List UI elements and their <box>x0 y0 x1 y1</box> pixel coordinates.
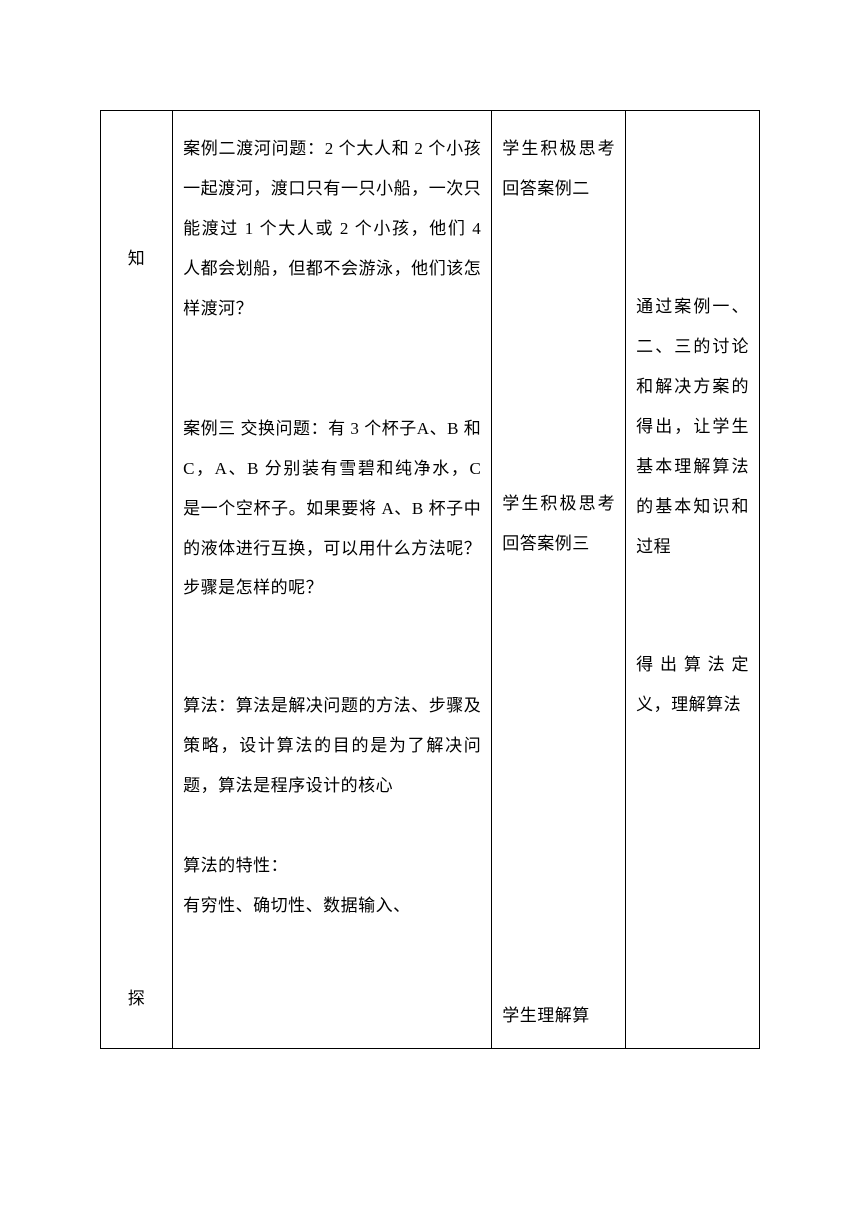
student-activity-cell: 学生积极思考回答案例二 学生积极思考回答案例三 学生理解算 <box>492 111 626 1049</box>
stage-char-1: 知 <box>105 239 168 279</box>
design-intent-2: 得出算法定义，理解算法 <box>636 645 749 725</box>
student-response-3: 学生积极思考回答案例三 <box>502 484 615 564</box>
algorithm-props-title: 算法的特性： <box>183 846 481 886</box>
case-2-text: 案例二渡河问题：2 个大人和 2 个小孩一起渡河，渡口只有一只小船，一次只能渡过… <box>183 129 481 329</box>
table-row: 知 探 案例二渡河问题：2 个大人和 2 个小孩一起渡河，渡口只有一只小船，一次… <box>101 111 760 1049</box>
stage-cell: 知 探 <box>101 111 173 1049</box>
student-response-2: 学生积极思考回答案例二 <box>502 129 615 209</box>
design-intent-1: 通过案例一、二、三的讨论和解决方案的得出，让学生基本理解算法的基本知识和过程 <box>636 287 749 567</box>
case-3-text: 案例三 交换问题：有 3 个杯子A、B 和 C，A、B 分别装有雪碧和纯净水，C… <box>183 409 481 609</box>
lesson-table: 知 探 案例二渡河问题：2 个大人和 2 个小孩一起渡河，渡口只有一只小船，一次… <box>100 110 760 1049</box>
design-intent-cell: 通过案例一、二、三的讨论和解决方案的得出，让学生基本理解算法的基本知识和过程 得… <box>626 111 760 1049</box>
stage-char-2: 探 <box>105 979 168 1019</box>
algorithm-props-list: 有穷性、确切性、数据输入、 <box>183 886 481 926</box>
student-response-last: 学生理解算 <box>502 996 615 1036</box>
document-page: 知 探 案例二渡河问题：2 个大人和 2 个小孩一起渡河，渡口只有一只小船，一次… <box>0 0 860 1139</box>
teacher-activity-cell: 案例二渡河问题：2 个大人和 2 个小孩一起渡河，渡口只有一只小船，一次只能渡过… <box>173 111 492 1049</box>
algorithm-def-text: 算法：算法是解决问题的方法、步骤及策略，设计算法的目的是为了解决问题，算法是程序… <box>183 686 481 806</box>
